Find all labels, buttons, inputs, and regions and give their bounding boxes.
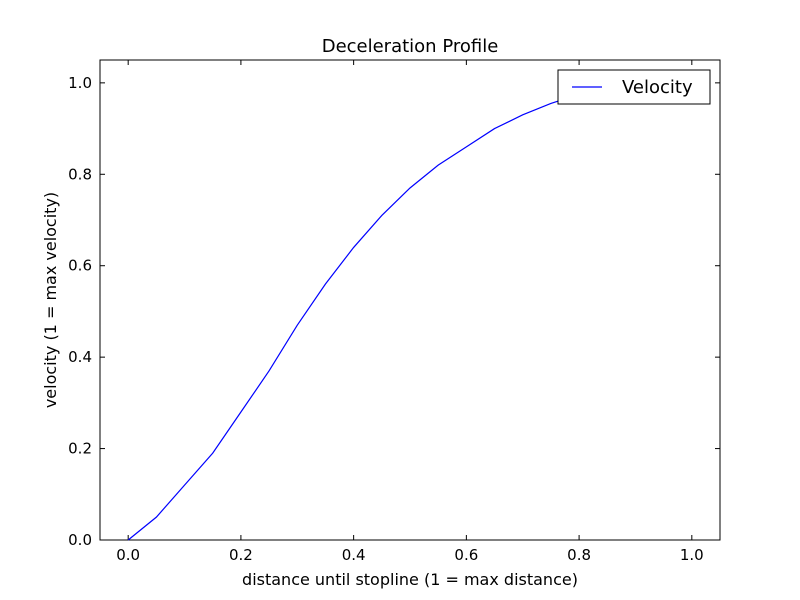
y-tick-label: 0.2	[68, 440, 92, 458]
x-tick-label: 0.8	[567, 546, 591, 564]
x-tick-label: 0.2	[229, 546, 253, 564]
y-tick-label: 0.4	[68, 348, 92, 366]
legend: Velocity	[557, 69, 711, 105]
y-tick-label: 0.8	[68, 165, 92, 183]
x-axis-ticks: 0.0 0.2 0.4 0.6 0.8 1.0	[116, 60, 704, 564]
y-tick-label: 0.6	[68, 257, 92, 275]
x-tick-label: 1.0	[680, 546, 704, 564]
y-axis-ticks: 0.0 0.2 0.4 0.6 0.8 1.0	[68, 74, 720, 549]
y-axis-label: velocity (1 = max velocity)	[41, 192, 60, 408]
x-axis-label: distance until stopline (1 = max distanc…	[242, 570, 578, 589]
plot-area	[99, 59, 721, 541]
y-tick-label: 1.0	[68, 74, 92, 92]
chart-title: Deceleration Profile	[322, 36, 499, 57]
x-tick-label: 0.0	[116, 546, 140, 564]
legend-label: Velocity	[622, 77, 693, 98]
x-tick-label: 0.6	[454, 546, 478, 564]
x-tick-label: 0.4	[342, 546, 366, 564]
y-tick-label: 0.0	[68, 531, 92, 549]
